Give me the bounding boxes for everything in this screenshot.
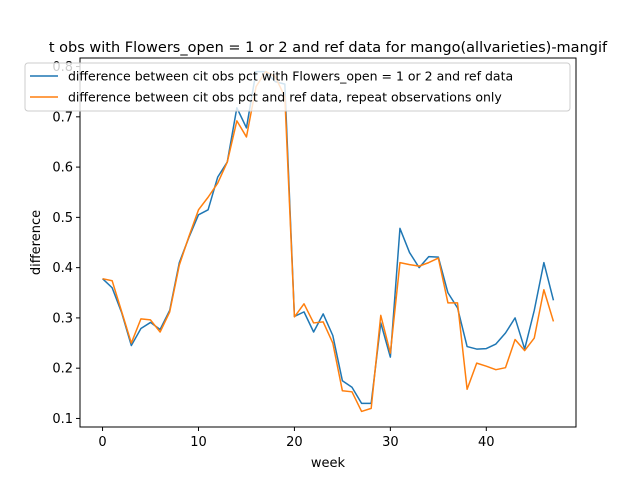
x-tick-label: 20 — [286, 435, 303, 450]
chart-title: t obs with Flowers_open = 1 or 2 and ref… — [49, 40, 608, 56]
y-tick-label: 0.2 — [52, 362, 73, 377]
x-tick-label: 10 — [190, 435, 207, 450]
series-layer — [102, 70, 555, 413]
y-tick-label: 0.6 — [52, 161, 73, 176]
y-tick-label: 0.3 — [52, 311, 73, 326]
y-tick-label: 0.5 — [52, 211, 73, 226]
y-tick-label: 0.1 — [52, 412, 73, 427]
legend: difference between cit obs pct with Flow… — [24, 62, 571, 112]
x-axis-label: week — [311, 456, 346, 471]
legend-box — [24, 62, 571, 112]
series-line-1 — [102, 70, 555, 405]
y-tick-label: 0.4 — [52, 261, 73, 276]
plot-frame — [79, 57, 577, 428]
y-axis-label: difference — [29, 210, 44, 275]
x-tick-label: 0 — [98, 435, 106, 450]
x-tick-label: 40 — [478, 435, 495, 450]
x-tick-label: 30 — [382, 435, 399, 450]
legend-label-2: difference between cit obs pct and ref d… — [68, 90, 502, 105]
series-line-2 — [102, 70, 555, 413]
legend-label-1: difference between cit obs pct with Flow… — [68, 69, 513, 84]
y-tick-label: 0.7 — [52, 110, 73, 125]
